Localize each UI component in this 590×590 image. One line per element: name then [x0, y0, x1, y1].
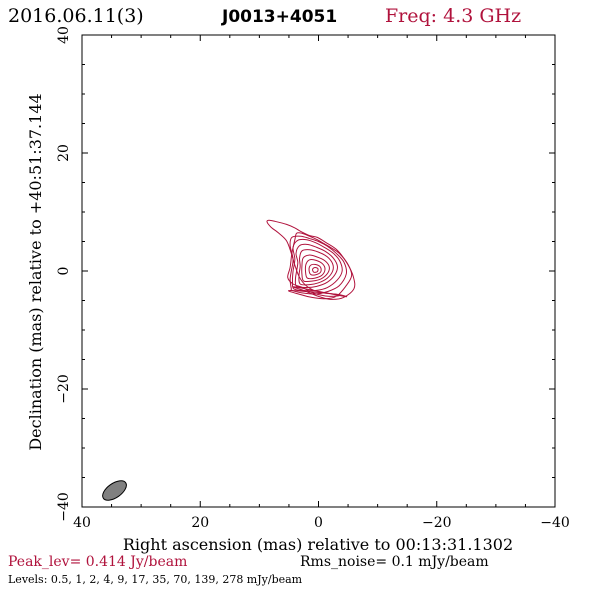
x-tick-label: −20: [422, 515, 452, 531]
contour-level-1: [287, 232, 353, 300]
contour-level-9: [294, 243, 338, 289]
y-tick-label: −20: [56, 374, 72, 404]
source-name: J0013+4051: [221, 7, 337, 27]
contour-level-2: [289, 235, 347, 295]
frequency-label: Freq: 4.3 GHz: [385, 5, 521, 27]
x-axis-label: Right ascension (mas) relative to 00:13:…: [123, 535, 513, 554]
x-tick-label: 0: [314, 515, 323, 531]
contour-level-278: [312, 266, 319, 273]
beam-shape: [102, 480, 127, 501]
contour-level-70: [304, 259, 326, 280]
contour-levels: Levels: 0.5, 1, 2, 4, 9, 17, 35, 70, 139…: [8, 573, 303, 586]
x-tick-label: −40: [540, 515, 570, 531]
y-tick-label: 40: [56, 26, 72, 44]
contour-level-17: [298, 249, 334, 286]
y-axis-label: Declination (mas) relative to +40:51:37.…: [26, 93, 45, 450]
y-tick-label: −40: [56, 492, 72, 522]
contour-level-4: [291, 238, 343, 292]
rms-noise: Rms_noise= 0.1 mJy/beam: [300, 554, 489, 570]
x-tick-label: 40: [73, 515, 91, 531]
plot-frame: [81, 34, 556, 508]
axis-ticks: [81, 34, 556, 508]
contour-lines: [266, 219, 356, 300]
peak-level: Peak_lev= 0.414 Jy/beam: [8, 554, 187, 570]
contour-level-139: [308, 263, 322, 276]
axis-tick-labels: 40 20 0 −20 −40 −40 −20 0 20 40: [56, 26, 570, 531]
x-tick-label: 20: [191, 515, 209, 531]
y-tick-label: 20: [56, 144, 72, 162]
beam-ellipse: [102, 480, 127, 501]
contour-level-0_5: [266, 219, 356, 300]
observation-date: 2016.06.11(3): [8, 5, 144, 27]
contour-level-35: [301, 254, 330, 283]
y-tick-label: 0: [56, 267, 72, 276]
